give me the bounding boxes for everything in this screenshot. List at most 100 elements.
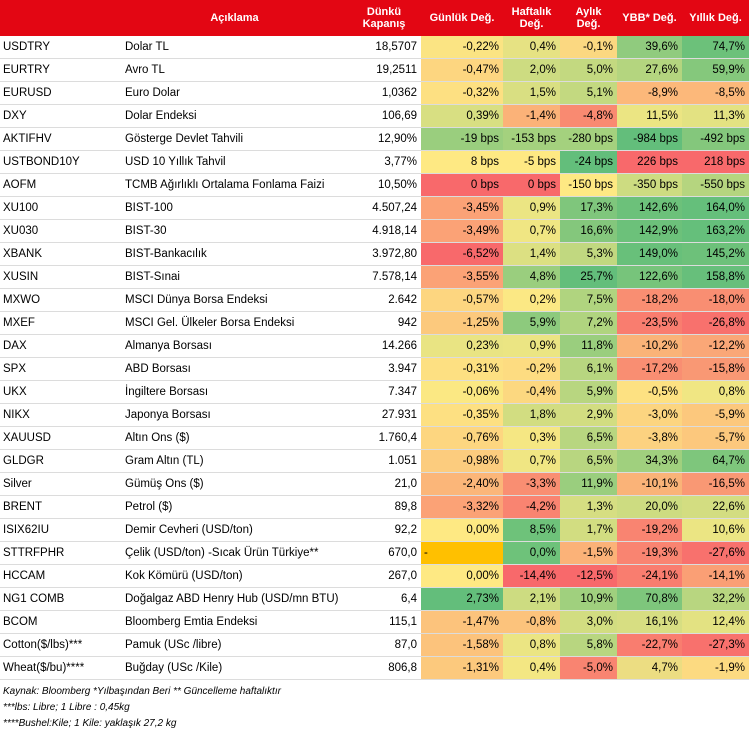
table-row: STTRFPHR Çelik (USD/ton) -Sıcak Ürün Türk… [0,541,749,565]
cell-weekly: 0,9% [503,334,560,358]
cell-monthly: 5,1% [560,81,617,105]
cell-monthly: 7,5% [560,288,617,312]
cell-daily: -1,47% [421,610,503,634]
cell-daily: -0,57% [421,288,503,312]
cell-daily: 0,39% [421,104,503,128]
cell-ytd: 70,8% [617,587,682,611]
cell-daily: - [421,541,503,565]
cell-description: Bloomberg Emtia Endeksi [122,610,347,634]
cell-yearly: -15,8% [682,357,749,381]
cell-yearly: -27,3% [682,633,749,657]
header-weekly-line2: Değ. [519,18,544,30]
cell-daily: -3,55% [421,265,503,289]
cell-description: Euro Dolar [122,81,347,105]
cell-yearly: -18,0% [682,288,749,312]
cell-weekly: 1,8% [503,403,560,427]
cell-description: ABD Borsası [122,357,347,381]
cell-close: 3,77% [347,150,421,174]
cell-code: BCOM [0,610,122,634]
cell-weekly: -1,4% [503,104,560,128]
cell-close: 4.918,14 [347,219,421,243]
cell-monthly: 2,9% [560,403,617,427]
cell-weekly: 0,9% [503,196,560,220]
cell-daily: -0,47% [421,58,503,82]
cell-monthly: 11,9% [560,472,617,496]
header-yearly: Yıllık Değ. [682,0,749,36]
table-body: USDTRY Dolar TL 18,5707 -0,22% 0,4% -0,1% 39,6… [0,36,749,680]
cell-yearly: 145,2% [682,242,749,266]
cell-ytd: 4,7% [617,656,682,680]
cell-description: Petrol ($) [122,495,347,519]
cell-code: HCCAM [0,564,122,588]
cell-description: Gösterge Devlet Tahvili [122,127,347,151]
cell-code: XBANK [0,242,122,266]
cell-monthly: 1,7% [560,518,617,542]
cell-ytd: 27,6% [617,58,682,82]
cell-close: 267,0 [347,564,421,588]
cell-daily: 0,00% [421,518,503,542]
cell-code: NIKX [0,403,122,427]
cell-yearly: -1,9% [682,656,749,680]
cell-description: İngiltere Borsası [122,380,347,404]
cell-close: 21,0 [347,472,421,496]
cell-description: MSCI Dünya Borsa Endeksi [122,288,347,312]
cell-ytd: -8,9% [617,81,682,105]
table-row: USTBOND10Y USD 10 Yıllık Tahvil 3,77% 8 bps… [0,150,749,174]
cell-monthly: 10,9% [560,587,617,611]
cell-yearly: 10,6% [682,518,749,542]
cell-code: GLDGR [0,449,122,473]
table-row: USDTRY Dolar TL 18,5707 -0,22% 0,4% -0,1% 39,6… [0,36,749,59]
cell-ytd: 142,9% [617,219,682,243]
cell-monthly: 6,1% [560,357,617,381]
cell-weekly: 5,9% [503,311,560,335]
cell-close: 1.760,4 [347,426,421,450]
cell-monthly: -1,5% [560,541,617,565]
cell-daily: 8 bps [421,150,503,174]
cell-yearly: 32,2% [682,587,749,611]
cell-yearly: -26,8% [682,311,749,335]
cell-weekly: -0,4% [503,380,560,404]
cell-yearly: 22,6% [682,495,749,519]
cell-close: 92,2 [347,518,421,542]
cell-ytd: -19,3% [617,541,682,565]
cell-close: 12,90% [347,127,421,151]
table-row: EURUSD Euro Dolar 1,0362 -0,32% 1,5% 5,1% -8,9… [0,81,749,105]
cell-close: 89,8 [347,495,421,519]
cell-ytd: 142,6% [617,196,682,220]
cell-daily: -3,32% [421,495,503,519]
table-row: DAX Almanya Borsası 14.266 0,23% 0,9% 11,8% -1… [0,334,749,358]
cell-daily: -0,98% [421,449,503,473]
cell-weekly: 0,7% [503,219,560,243]
cell-code: MXWO [0,288,122,312]
cell-close: 2.642 [347,288,421,312]
cell-ytd: 226 bps [617,150,682,174]
table-row: NG1 COMB Doğalgaz ABD Henry Hub (USD/mn B… [0,587,749,611]
cell-code: NG1 COMB [0,587,122,611]
cell-monthly: 5,9% [560,380,617,404]
cell-close: 7.347 [347,380,421,404]
header-code [0,0,122,36]
cell-ytd: -22,7% [617,633,682,657]
cell-ytd: 122,6% [617,265,682,289]
table-row: UKX İngiltere Borsası 7.347 -0,06% -0,4% 5,9%… [0,380,749,404]
cell-code: EURTRY [0,58,122,82]
cell-monthly: 6,5% [560,426,617,450]
cell-description: Dolar TL [122,36,347,59]
cell-monthly: 5,8% [560,633,617,657]
cell-ytd: -23,5% [617,311,682,335]
cell-yearly: -8,5% [682,81,749,105]
cell-description: Doğalgaz ABD Henry Hub (USD/mn BTU) [122,587,347,611]
table-row: XU100 BIST-100 4.507,24 -3,45% 0,9% 17,3% 142,… [0,196,749,220]
cell-yearly: -12,2% [682,334,749,358]
header-weekly: Haftalık Değ. [503,0,560,36]
header-weekly-line1: Haftalık [511,6,552,18]
cell-ytd: -10,1% [617,472,682,496]
cell-monthly: -0,1% [560,36,617,59]
cell-code: BRENT [0,495,122,519]
cell-daily: -0,22% [421,36,503,59]
cell-close: 10,50% [347,173,421,197]
cell-yearly: 74,7% [682,36,749,59]
cell-weekly: 0,7% [503,449,560,473]
table-row: XBANK BIST-Bankacılık 3.972,80 -6,52% 1,4% 5,… [0,242,749,266]
cell-ytd: 20,0% [617,495,682,519]
